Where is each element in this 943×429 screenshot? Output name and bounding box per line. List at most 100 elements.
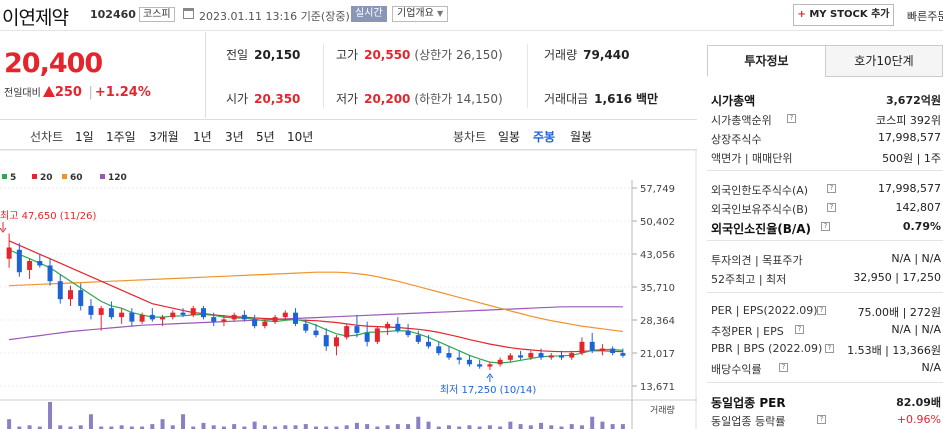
volume-bar <box>191 426 196 429</box>
info-value: 3,672억원 <box>885 94 941 107</box>
volume-bar <box>27 425 32 429</box>
info-value: 500원 | 1주 <box>882 152 941 165</box>
candle-body <box>395 323 401 331</box>
candle-body <box>16 249 22 273</box>
candle-body <box>119 312 125 318</box>
period-3y[interactable]: 3년 <box>225 130 244 144</box>
candle-body <box>579 341 585 354</box>
y-tick-label: 13,671 <box>640 382 675 393</box>
candle-body <box>497 359 503 365</box>
candle-body <box>57 281 63 300</box>
candle-body <box>313 330 319 336</box>
stat-volume: 거래량 79,440 <box>544 48 630 62</box>
volume-bar <box>365 424 370 429</box>
volume-bar <box>181 414 186 429</box>
tab-order-book-10[interactable]: 호가10단계 <box>825 45 943 77</box>
candle-daily[interactable]: 일봉 <box>498 130 521 144</box>
info-label: PER | EPS(2022.09) <box>711 304 818 317</box>
stat-high: 고가 20,550 (상한가 26,150) <box>336 48 503 62</box>
candle-body <box>426 341 432 347</box>
quick-order-link[interactable]: 빠른주문 <box>907 10 943 23</box>
candle-weekly[interactable]: 주봉 <box>533 130 556 144</box>
help-icon[interactable]: ? <box>827 184 836 193</box>
info-label: 시가총액 <box>711 94 756 108</box>
volume-bar <box>395 424 400 429</box>
period-3m[interactable]: 3개월 <box>149 130 179 144</box>
y-tick-label: 57,749 <box>640 184 675 195</box>
change-label: 전일대비 <box>4 88 41 99</box>
help-icon[interactable]: ? <box>787 114 796 123</box>
y-tick-label: 21,017 <box>640 349 675 360</box>
candle-body <box>78 290 84 306</box>
help-icon[interactable]: ? <box>779 363 788 372</box>
help-icon[interactable]: ? <box>817 306 826 315</box>
tab-investment-info[interactable]: 투자정보 <box>707 45 826 77</box>
stat-low: 저가 20,200 (하한가 14,150) <box>336 92 503 106</box>
current-price: 20,400 <box>4 48 103 79</box>
my-stock-add-button[interactable]: + MY STOCK 추가 <box>793 4 894 26</box>
candle-body <box>364 332 370 342</box>
quote-datetime: 2023.01.11 13:16 기준(장중) <box>199 10 350 23</box>
legend-swatch-20 <box>32 174 37 179</box>
line-chart-label: 선차트 <box>30 130 64 144</box>
candle-body <box>589 341 595 351</box>
volume-bar <box>68 426 73 429</box>
volume-bar <box>78 425 83 429</box>
realtime-button[interactable]: 실시간 <box>351 6 387 22</box>
volume-bar <box>324 426 329 429</box>
help-icon[interactable]: ? <box>817 415 826 424</box>
plus-icon: + <box>797 9 810 20</box>
candle-body <box>620 353 626 356</box>
period-1y[interactable]: 1년 <box>193 130 212 144</box>
legend-swatch-5 <box>2 174 7 179</box>
info-value: 142,807 <box>895 201 942 214</box>
volume-bar <box>273 426 278 429</box>
info-value: 32,950 | 17,250 <box>853 271 941 284</box>
candle-body <box>211 317 217 322</box>
volume-bar <box>487 425 492 429</box>
period-10y[interactable]: 10년 <box>287 130 314 144</box>
period-1d[interactable]: 1일 <box>75 130 94 144</box>
company-overview-dropdown[interactable]: 기업개요 ▼ <box>392 6 449 22</box>
high-annotation: 최고 47,650 (11/26) <box>0 210 96 222</box>
volume-bar <box>293 425 298 429</box>
help-icon[interactable]: ? <box>821 222 830 231</box>
candle-monthly[interactable]: 월봉 <box>570 130 593 144</box>
period-5y[interactable]: 5년 <box>256 130 275 144</box>
help-icon[interactable]: ? <box>795 325 804 334</box>
volume-bar <box>559 426 564 429</box>
candle-chart-label: 봉차트 <box>453 130 487 144</box>
candle-body <box>67 290 73 300</box>
candle-body <box>221 319 227 322</box>
volume-bar <box>539 422 544 429</box>
legend-swatch-120 <box>100 174 105 179</box>
investment-info-panel: 투자정보 호가10단계 시가총액 3,672억원 시가총액순위? 코스피 392위 상장… <box>707 45 943 429</box>
volume-bar <box>569 424 574 429</box>
volume-bar <box>528 425 533 429</box>
info-value: 1.53배 | 13,366원 <box>847 344 941 357</box>
volume-bar <box>221 426 226 429</box>
volume-bar <box>37 426 42 429</box>
candle-body <box>333 337 339 347</box>
volume-bar <box>201 422 206 429</box>
candle-body <box>487 364 493 367</box>
info-value: 17,998,577 <box>878 182 941 195</box>
up-triangle-icon <box>42 86 55 97</box>
candle-body <box>272 317 278 322</box>
volume-bar <box>354 422 359 429</box>
volume-bar <box>477 426 482 429</box>
volume-bar <box>508 421 513 429</box>
volume-bar <box>303 424 308 429</box>
candle-body <box>282 312 288 318</box>
candle-body <box>548 355 554 358</box>
info-label: 외국인한도주식수(A) <box>711 184 809 197</box>
volume-bar <box>314 426 318 429</box>
market-badge: 코스피 <box>139 7 175 22</box>
candle-body <box>405 330 411 336</box>
change-amount: 250 <box>54 85 82 100</box>
volume-bar <box>160 419 165 429</box>
period-1w[interactable]: 1주일 <box>106 130 136 144</box>
help-icon[interactable]: ? <box>825 344 834 353</box>
info-label: 액면가 | 매매단위 <box>711 152 793 165</box>
help-icon[interactable]: ? <box>827 203 836 212</box>
